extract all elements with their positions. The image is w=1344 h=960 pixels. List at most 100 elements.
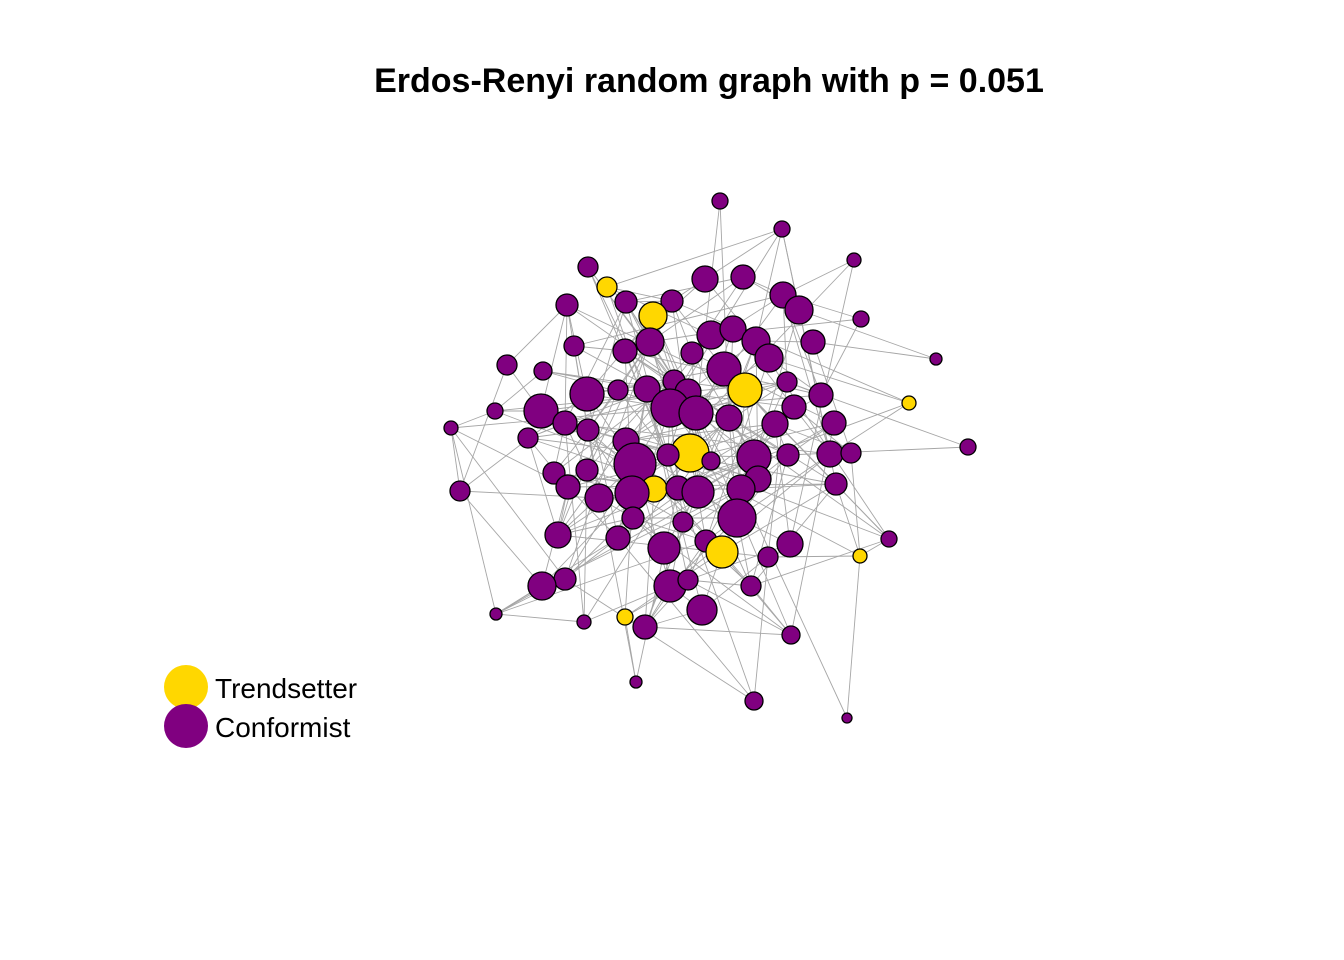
graph-edge: [450, 394, 822, 429]
graph-edge: [829, 402, 910, 455]
conformist-node: [584, 483, 614, 513]
conformist-node: [552, 410, 578, 436]
conformist-node: [612, 338, 638, 364]
conformist-node: [575, 458, 599, 482]
graph-edge: [495, 613, 585, 623]
graph-edge: [755, 340, 890, 540]
graph-edge: [450, 427, 566, 580]
graph-edge: [835, 483, 861, 557]
graph-edge: [850, 452, 861, 557]
conformist-node: [686, 594, 718, 626]
conformist-node: [576, 614, 592, 630]
conformist-node: [711, 192, 729, 210]
conformist-node: [533, 361, 553, 381]
conformist-node: [776, 530, 804, 558]
conformist-node: [841, 712, 853, 724]
conformist-node: [929, 352, 943, 366]
graph-edge: [798, 309, 937, 360]
conformist-node: [959, 438, 977, 456]
graph-edge: [695, 200, 721, 414]
conformist-node: [681, 475, 715, 509]
conformist-node: [701, 451, 721, 471]
conformist-node: [656, 443, 680, 467]
trendsetter-node: [705, 535, 739, 569]
conformist-node: [553, 567, 577, 591]
conformist-node: [633, 375, 661, 403]
conformist-node: [880, 530, 898, 548]
conformist-node: [517, 427, 539, 449]
trendsetter-node: [596, 276, 618, 298]
graph-edge: [782, 294, 788, 383]
conformist-node: [607, 379, 629, 401]
graph-edge: [586, 341, 651, 471]
legend-swatch-conformist: [164, 704, 208, 748]
graph-edge: [704, 228, 783, 280]
conformist-node: [544, 521, 572, 549]
conformist-node: [781, 625, 801, 645]
graph-edge: [774, 423, 791, 545]
conformist-node: [621, 506, 645, 530]
graph-edge: [644, 626, 792, 636]
graph-edge: [564, 578, 755, 702]
graph-edge: [564, 422, 585, 623]
conformist-node: [614, 290, 638, 314]
legend-label-trendsetter: Trendsetter: [215, 673, 357, 704]
conformist-node: [719, 315, 747, 343]
conformist-node: [635, 327, 665, 357]
graph-edge: [820, 318, 862, 396]
trendsetter-node: [727, 372, 763, 408]
conformist-node: [776, 371, 798, 393]
graph-edge: [721, 483, 837, 553]
graph-edge: [541, 478, 759, 587]
graph-edge: [459, 490, 543, 587]
conformist-node: [846, 252, 862, 268]
conformist-node: [824, 472, 848, 496]
graph-edge: [632, 517, 707, 542]
graph-edge: [557, 534, 723, 553]
conformist-node: [563, 335, 585, 357]
graph-edge: [740, 488, 848, 719]
conformist-node: [672, 511, 694, 533]
conformist-node: [761, 410, 789, 438]
conformist-node: [744, 691, 764, 711]
conformist-node: [660, 289, 684, 313]
graph-edge: [573, 294, 784, 347]
graph-edge: [494, 370, 544, 412]
conformist-node: [776, 443, 800, 467]
graph-edge: [649, 276, 744, 343]
graph-edge: [540, 304, 568, 412]
conformist-node: [816, 440, 844, 468]
conformist-node: [632, 614, 658, 640]
conformist-node: [569, 376, 605, 412]
graph-edge: [750, 538, 890, 587]
graph-title: Erdos-Renyi random graph with p = 0.051: [374, 62, 1044, 100]
graph-edge: [527, 437, 559, 536]
conformist-node: [629, 675, 643, 689]
conformist-node: [717, 498, 757, 538]
conformist-node: [706, 351, 742, 387]
conformist-node: [496, 354, 518, 376]
trendsetter-node: [638, 301, 668, 331]
graph-edge: [625, 417, 730, 442]
conformist-node: [489, 607, 503, 621]
conformist-node: [677, 569, 699, 591]
conformist-node: [555, 293, 579, 317]
conformist-node: [614, 475, 650, 511]
graph-edge: [767, 555, 861, 558]
conformist-node: [680, 341, 704, 365]
conformist-node: [486, 402, 504, 420]
conformist-node: [852, 310, 870, 328]
graph-edge: [617, 537, 755, 702]
graph-edge: [691, 352, 755, 458]
graph-edge: [450, 427, 497, 615]
conformist-node: [757, 546, 779, 568]
conformist-node: [781, 394, 807, 420]
conformist-node: [821, 410, 847, 436]
conformist-node: [647, 531, 681, 565]
graph-edge: [768, 357, 910, 404]
conformist-node: [555, 474, 581, 500]
graph-edge: [755, 228, 783, 342]
graph-edge: [667, 454, 861, 557]
conformist-node: [800, 329, 826, 355]
conformist-node: [808, 382, 834, 408]
